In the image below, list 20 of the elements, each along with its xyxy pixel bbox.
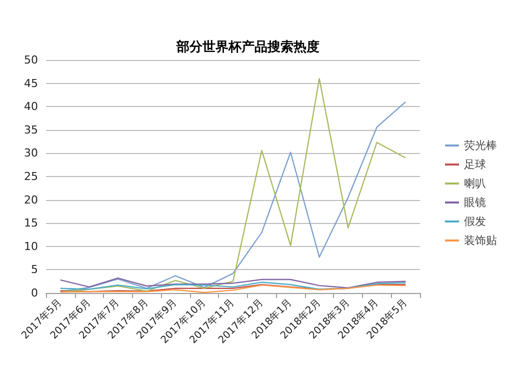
y-tick-label: 5 — [31, 263, 38, 276]
y-tick-label: 40 — [24, 100, 38, 114]
y-tick-label: 10 — [24, 240, 38, 253]
legend-label: 假发 — [464, 215, 486, 228]
line-series — [60, 282, 406, 290]
legend-label: 眼镜 — [464, 196, 486, 209]
legend-label: 荧光棒 — [464, 139, 497, 152]
y-tick-label: 50 — [24, 54, 38, 66]
y-tick-label: 25 — [24, 170, 38, 183]
chart-title: 部分世界杯产品搜索热度 — [176, 39, 320, 55]
legend-label: 喇叭 — [464, 177, 486, 190]
legend-label: 足球 — [464, 158, 486, 171]
legend-label: 装饰贴 — [464, 234, 497, 247]
y-tick-label: 45 — [24, 76, 38, 90]
y-tick-label: 0 — [31, 286, 38, 300]
y-tick-label: 30 — [24, 146, 38, 160]
line-series — [60, 277, 406, 288]
y-tick-label: 20 — [24, 193, 38, 206]
y-tick-label: 15 — [24, 216, 38, 230]
y-tick-label: 35 — [24, 123, 38, 136]
